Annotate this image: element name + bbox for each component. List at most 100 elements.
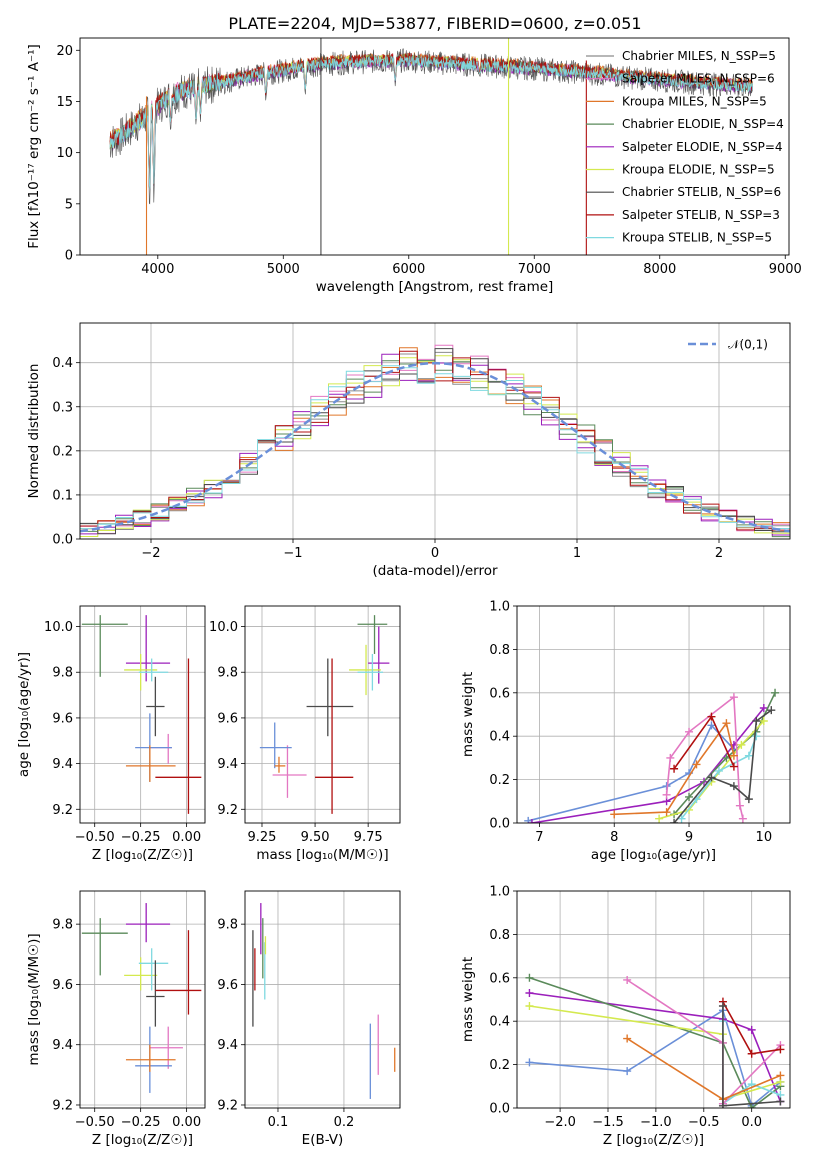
spectrum-legend-label-0: Chabrier MILES, N_SSP=5 bbox=[622, 49, 776, 63]
age_vs_Z-xtick-label-1: −0.25 bbox=[121, 830, 161, 845]
age_vs_Z-axes: −0.50 −0.25 0.00 9.2 9.4 9.6 9.8 10.0 Z [log₁₀(Z… bbox=[16, 606, 205, 863]
spectrum-ytick-label-2: 10 bbox=[56, 146, 73, 161]
mass_vs_Z-ytick-label-0: 9.2 bbox=[52, 1098, 73, 1113]
weight_vs_Z-xtick-label-2: −1.0 bbox=[640, 1115, 672, 1130]
weight_vs_age-marker-5-2 bbox=[685, 727, 694, 736]
age_vs_Z-ytick-label-0: 9.2 bbox=[52, 803, 73, 818]
weight_vs_age-marker-5-3 bbox=[729, 693, 738, 702]
weight_vs_age-marker-6-4 bbox=[729, 751, 738, 760]
spectrum-legend-label-6: Chabrier STELIB, N_SSP=6 bbox=[622, 185, 781, 199]
mass_vs_Z-ylabel: mass [log₁₀(M/M☉)] bbox=[26, 933, 42, 1065]
age_vs_mass-axes: 9.25 9.50 9.75 9.2 9.4 9.6 9.8 10.0 mass [log₁₀(… bbox=[209, 606, 400, 863]
spectrum-xtick-label-4: 8000 bbox=[643, 262, 676, 277]
weight_vs_Z-marker-1-2 bbox=[747, 1025, 756, 1034]
weight_vs_age-marker-5-5 bbox=[738, 814, 747, 823]
weight_vs_age-xlabel: age [log₁₀(age/yr)] bbox=[591, 847, 716, 863]
spectrum-legend-label-2: Kroupa MILES, N_SSP=5 bbox=[622, 94, 767, 108]
weight_vs_age-marker-5-1 bbox=[666, 753, 675, 762]
weight_vs_age-marker-8-2 bbox=[729, 782, 738, 791]
weight_vs_age-marker-6-2 bbox=[692, 760, 701, 769]
residuals-xtick-label-2: 0 bbox=[431, 546, 439, 561]
spectrum-frame bbox=[79, 37, 790, 256]
spectrum-legend-label-8: Kroupa STELIB, N_SSP=5 bbox=[622, 231, 772, 245]
residuals-ytick-label-4: 0.4 bbox=[52, 356, 73, 371]
weight_vs_Z-xlabel: Z [log₁₀(Z/Z☉)] bbox=[603, 1132, 704, 1148]
weight_vs_age-marker-0-3 bbox=[707, 721, 716, 730]
age_vs_Z-xtick-label-2: 0.00 bbox=[172, 830, 201, 845]
weight_vs_Z-marker-0-0 bbox=[525, 1058, 534, 1067]
weight_vs_Z-axes: −2.0 −1.5 −1.0 −0.5 0.0 0.0 0.2 0.4 0.6 0.8 1.0 Z [… bbox=[460, 885, 790, 1148]
spectrum-legend-label-7: Salpeter STELIB, N_SSP=3 bbox=[622, 208, 780, 222]
mass_vs_ebv-ytick-label-2: 9.6 bbox=[217, 978, 238, 993]
weight_vs_age-ylabel: mass weight bbox=[460, 672, 476, 757]
weight_vs_Z-series-2 bbox=[529, 977, 781, 1108]
mass_vs_Z-ytick-label-1: 9.4 bbox=[52, 1038, 73, 1053]
mass_vs_Z-xlabel: Z [log₁₀(Z/Z☉)] bbox=[92, 1132, 193, 1148]
weight_vs_age-ytick-label-1: 0.2 bbox=[489, 773, 510, 788]
weight_vs_Z-frame bbox=[516, 890, 791, 1109]
mass_vs_ebv-xlabel: E(B-V) bbox=[302, 1132, 344, 1148]
weight_vs_age-marker-1-0 bbox=[527, 819, 536, 823]
weight_vs_age-marker-4-2 bbox=[714, 766, 723, 775]
weight_vs_age-marker-6-1 bbox=[662, 808, 671, 817]
residuals-xtick-label-3: 1 bbox=[573, 546, 581, 561]
residuals-legend-label: 𝒩(0,1) bbox=[728, 338, 768, 352]
residuals-xtick-label-0: −2 bbox=[141, 546, 160, 561]
weight_vs_age-marker-0-0 bbox=[524, 816, 533, 823]
age_vs_Z-ylabel: age [log₁₀(age/yr)] bbox=[16, 652, 32, 777]
residuals-plot-area bbox=[80, 344, 790, 538]
spectrum-xtick-label-5: 9000 bbox=[769, 262, 802, 277]
weight_vs_Z-ylabel: mass weight bbox=[460, 957, 476, 1042]
weight_vs_Z-ytick-label-5: 1.0 bbox=[489, 885, 510, 900]
weight_vs_Z-marker-8-0 bbox=[718, 1002, 727, 1011]
mass_vs_ebv-xtick-label-0: 0.1 bbox=[268, 1115, 289, 1130]
spectrum-axes: 4000 5000 6000 7000 8000 9000 0 5 10 15 20 waveleng… bbox=[26, 44, 802, 295]
spectrum-xtick-label-0: 4000 bbox=[141, 262, 174, 277]
age_vs_mass-ytick-label-3: 9.8 bbox=[217, 666, 238, 681]
age_vs_mass-plot-area bbox=[259, 615, 390, 814]
weight_vs_age-marker-8-4 bbox=[752, 717, 761, 726]
residuals-ytick-label-2: 0.2 bbox=[52, 444, 73, 459]
weight_vs_age-marker-2-2 bbox=[722, 753, 731, 762]
weight_vs_Z-marker-1-0 bbox=[525, 988, 534, 997]
age_vs_Z-ytick-label-2: 9.6 bbox=[52, 711, 73, 726]
weight_vs_Z-xtick-label-3: −0.5 bbox=[688, 1115, 720, 1130]
weight_vs_age-marker-2-1 bbox=[685, 792, 694, 801]
weight_vs_Z-marker-7-1 bbox=[747, 1049, 756, 1058]
spectrum-xtick-label-3: 7000 bbox=[518, 262, 551, 277]
residuals-ytick-label-3: 0.3 bbox=[52, 400, 73, 415]
spectrum-legend-label-4: Salpeter ELODIE, N_SSP=4 bbox=[622, 140, 783, 154]
mass_vs_ebv-plot-area bbox=[252, 903, 396, 1099]
weight_vs_Z-ytick-label-2: 0.4 bbox=[489, 1015, 510, 1030]
weight_vs_Z-marker-8-2 bbox=[776, 1097, 785, 1106]
weight_vs_age-marker-7-2 bbox=[729, 762, 738, 771]
weight_vs_Z-marker-2-2 bbox=[747, 1104, 756, 1108]
weight_vs_Z-ytick-label-3: 0.6 bbox=[489, 971, 510, 986]
weight_vs_age-marker-5-4 bbox=[735, 801, 744, 810]
residuals-xlabel: (data-model)/error bbox=[372, 563, 498, 579]
spectrum-xtick-label-2: 6000 bbox=[392, 262, 425, 277]
age_vs_mass-ytick-label-4: 10.0 bbox=[209, 620, 238, 635]
weight_vs_Z-marker-5-0 bbox=[623, 975, 632, 984]
weight_vs_Z-xtick-label-1: −1.5 bbox=[592, 1115, 624, 1130]
spectrum-line-8 bbox=[109, 55, 753, 189]
residuals-ytick-label-0: 0.0 bbox=[52, 533, 73, 548]
weight_vs_age-marker-5-0 bbox=[662, 790, 671, 799]
weight_vs_age-marker-3-0 bbox=[655, 814, 664, 823]
weight_vs_age-marker-7-1 bbox=[707, 712, 716, 721]
weight_vs_age-ytick-label-5: 1.0 bbox=[489, 600, 510, 615]
residuals-ytick-label-1: 0.1 bbox=[52, 488, 73, 503]
weight_vs_age-plot-area bbox=[524, 688, 780, 823]
weight_vs_Z-xtick-label-0: −2.0 bbox=[544, 1115, 576, 1130]
mass_vs_Z-ytick-label-2: 9.6 bbox=[52, 978, 73, 993]
mass_vs_ebv-frame bbox=[244, 890, 401, 1109]
spectrum-xlabel: wavelength [Angstrom, rest frame] bbox=[316, 279, 554, 295]
spectrum-xtick-label-1: 5000 bbox=[267, 262, 300, 277]
spectrum-legend: Chabrier MILES, N_SSP=5 Salpeter MILES, N… bbox=[586, 49, 784, 245]
weight_vs_age-ytick-label-0: 0.0 bbox=[489, 817, 510, 832]
weight_vs_age-xtick-label-0: 7 bbox=[535, 830, 543, 845]
mass_vs_Z-xtick-label-2: 0.00 bbox=[172, 1115, 201, 1130]
weight_vs_age-marker-3-4 bbox=[759, 717, 768, 726]
age_vs_mass-xlabel: mass [log₁₀(M/M☉)] bbox=[256, 847, 388, 863]
